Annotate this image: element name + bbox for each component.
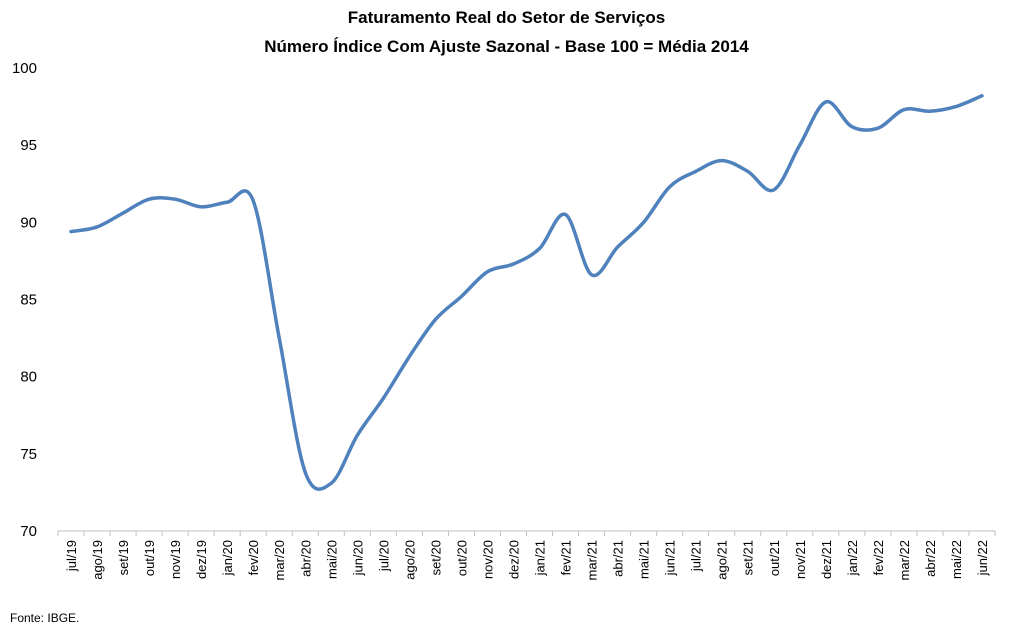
data-point [902,108,906,112]
data-point [694,169,698,173]
x-tick-label: fev/21 [559,540,574,575]
y-tick-label: 85 [20,292,37,309]
data-point [538,247,542,251]
x-tick-label: ago/20 [402,540,417,580]
x-tick-label: jan/22 [845,540,860,576]
data-point [199,205,203,209]
x-tick-label: fev/22 [871,540,886,575]
x-tick-label: jan/20 [220,540,235,576]
series-line [69,94,984,491]
x-tick-label: set/19 [116,540,131,575]
data-point [407,355,411,359]
y-tick-label: 75 [20,446,37,463]
x-tick-label: ago/19 [90,540,105,580]
data-point [824,100,828,104]
x-tick-label: out/21 [767,540,782,576]
x-tick-label: jun/20 [350,540,365,576]
y-tick-label: 80 [20,369,37,386]
x-tick-label: jan/21 [533,540,548,576]
x-tick-label: jun/22 [975,540,990,576]
data-point [720,159,724,163]
x-tick-label: fev/20 [246,540,261,575]
x-tick-label: nov/19 [168,540,183,579]
data-point [381,396,385,400]
data-point [459,294,463,298]
data-point [355,433,359,437]
data-point [95,225,99,229]
x-tick-label: mar/21 [585,540,600,580]
data-point [173,197,177,201]
x-tick-label: jun/21 [663,540,678,576]
x-tick-label: dez/19 [194,540,209,579]
data-point [225,200,229,204]
y-tick-label: 100 [12,60,37,77]
x-tick-label: out/19 [142,540,157,576]
data-point [642,220,646,224]
data-point [928,109,932,113]
x-tick-label: mai/21 [637,540,652,579]
x-tick-label: abr/21 [611,540,626,577]
x-tick-label: out/20 [454,540,469,576]
data-point [590,273,594,277]
data-point [668,185,672,189]
x-tick-label: mai/20 [324,540,339,579]
x-tick-label: abr/20 [298,540,313,577]
chart-subtitle: Número Índice Com Ajuste Sazonal - Base … [264,37,749,56]
data-point [329,481,333,485]
data-point [746,169,750,173]
x-tick-label: mar/22 [897,540,912,580]
y-tick-label: 70 [20,523,37,540]
data-point [251,199,255,203]
x-tick-label: abr/22 [923,540,938,577]
data-point [876,126,880,130]
x-tick-label: ago/21 [715,540,730,580]
chart-title: Faturamento Real do Setor de Serviços [347,8,666,27]
data-point [954,105,958,109]
data-point [511,262,515,266]
x-tick-label: jul/19 [64,540,79,572]
x-tick-label: dez/21 [819,540,834,579]
data-point [850,125,854,129]
x-tick-label: nov/20 [480,540,495,579]
data-point [277,336,281,340]
data-point [433,318,437,322]
data-point [798,143,802,147]
y-tick-label: 90 [20,214,37,231]
x-tick-label: jul/21 [689,540,704,572]
x-tick-label: dez/20 [506,540,521,579]
x-tick-label: mai/22 [949,540,964,579]
y-axis: 70 75 80 85 90 95 100 [12,60,37,540]
data-point [121,211,125,215]
x-tick-label: set/21 [741,540,756,575]
data-point [772,188,776,192]
data-point [980,94,984,98]
x-axis: jul/19 ago/19 set/19 out/19 nov/19 dez/19 jan/… [57,531,996,580]
x-tick-label: nov/21 [793,540,808,579]
data-point [485,270,489,274]
source-note: Fonte: IBGE. [10,611,80,625]
data-point [564,213,568,217]
x-tick-label: mar/20 [272,540,287,580]
data-point [616,245,620,249]
x-tick-label: set/20 [428,540,443,575]
data-point [147,197,151,201]
y-tick-label: 95 [20,137,37,154]
x-tick-label: jul/20 [376,540,391,572]
data-point [303,470,307,474]
data-point [69,230,73,234]
